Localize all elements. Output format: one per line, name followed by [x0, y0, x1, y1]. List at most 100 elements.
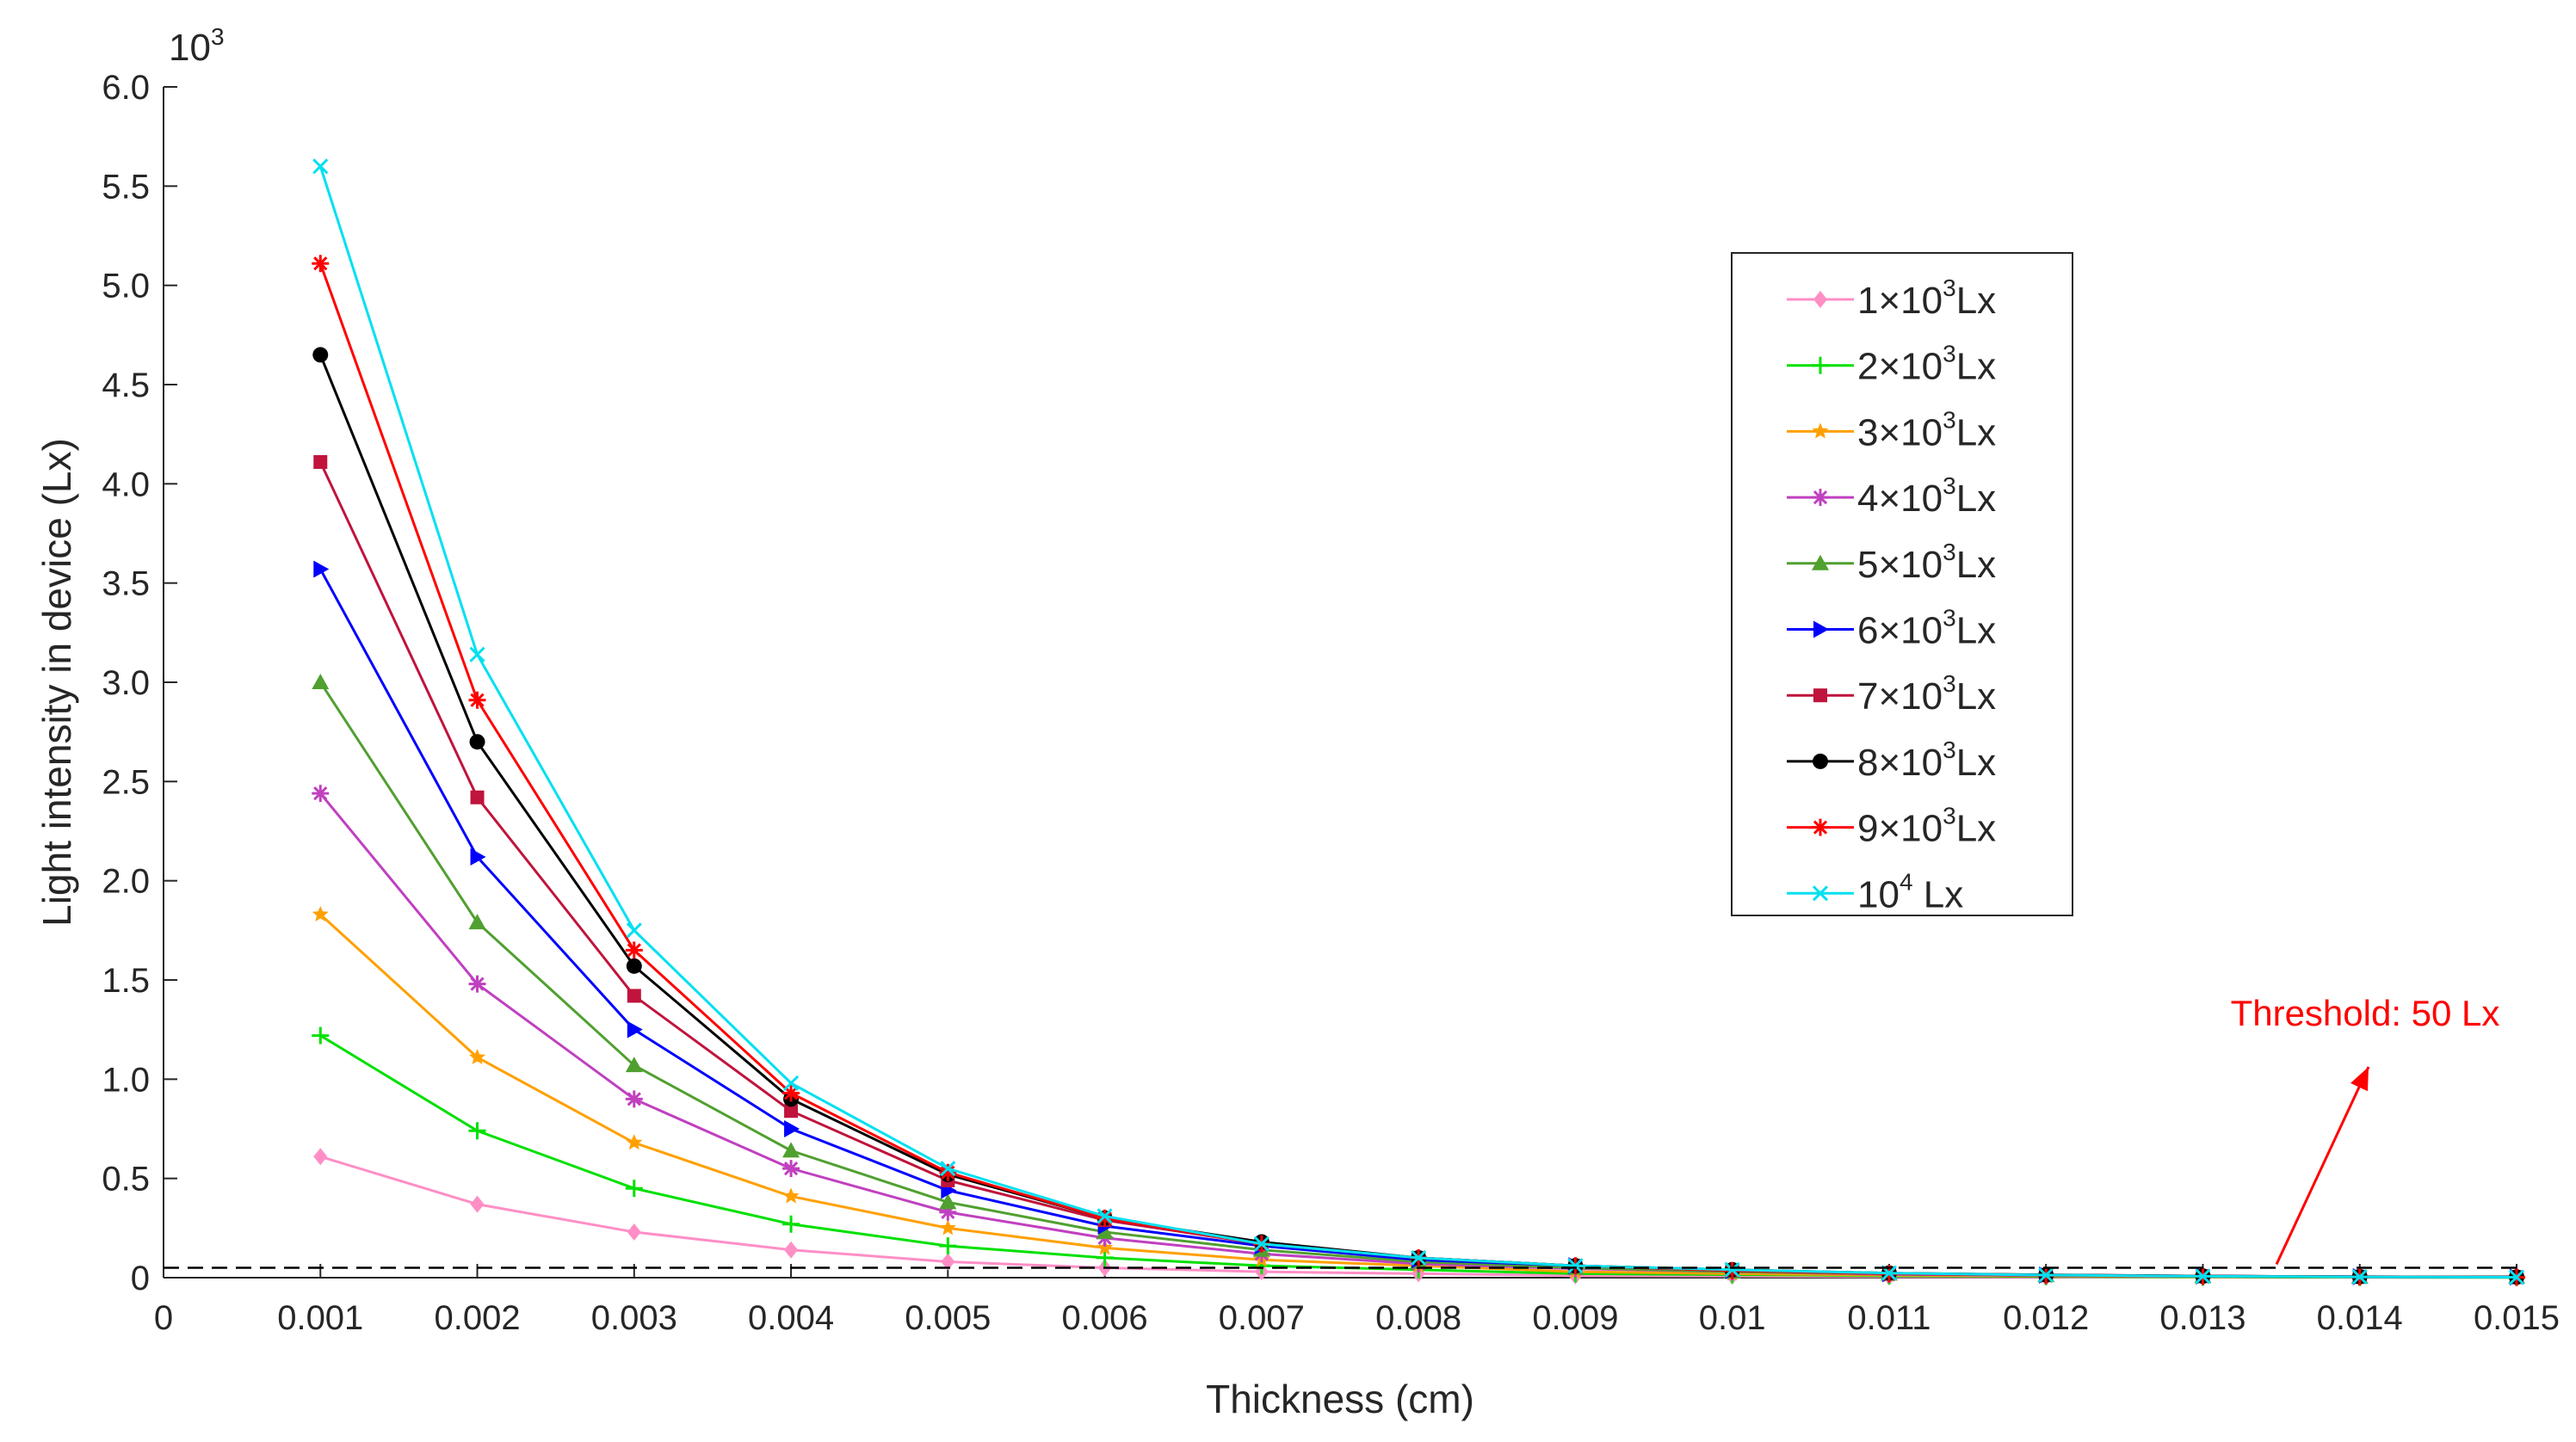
data-point — [784, 1120, 800, 1137]
series-line — [319, 1034, 2517, 1279]
data-point — [1724, 1261, 1740, 1278]
data-point — [2038, 1266, 2054, 1284]
y-tick-label: 2.5 — [102, 763, 150, 801]
legend-box — [1731, 252, 2073, 916]
legend-item: 7×103Lx — [1787, 670, 1996, 718]
x-tick-label: 0.01 — [1699, 1299, 1766, 1337]
series-layer — [312, 158, 2525, 1286]
y-tick-label: 4.0 — [102, 465, 150, 503]
data-point — [1096, 1208, 1113, 1224]
series-3 — [312, 905, 2525, 1285]
data-point — [939, 1219, 956, 1236]
legend-marker — [1813, 688, 1827, 703]
data-point — [1411, 1249, 1427, 1266]
data-point — [626, 922, 642, 939]
y-tick-label: 5.0 — [102, 268, 150, 305]
x-tick-label: 0.009 — [1532, 1299, 1618, 1337]
x-tick-label: 0.005 — [905, 1299, 991, 1337]
data-point — [782, 1215, 800, 1233]
y-exponent-power: 3 — [211, 23, 225, 50]
data-point — [1253, 1236, 1269, 1252]
data-point — [470, 1195, 485, 1213]
data-point — [627, 1020, 643, 1038]
y-exponent-base: 10 — [169, 27, 211, 69]
data-point — [625, 1180, 643, 1198]
data-point — [2508, 1269, 2525, 1285]
data-point — [784, 1241, 799, 1259]
legend: 1×103Lx 2×103Lx 3×103Lx 4×103Lx 5×103Lx 6×103… — [1731, 252, 2073, 916]
data-point — [626, 958, 642, 974]
series-line — [318, 461, 2517, 1279]
data-point — [468, 914, 486, 930]
data-point — [627, 1223, 641, 1241]
data-point — [625, 941, 643, 959]
legend-item: 1×103Lx — [1787, 274, 1996, 322]
legend-item: 6×103Lx — [1787, 605, 1996, 652]
data-point — [784, 1104, 799, 1118]
annotation-arrow-head — [2351, 1067, 2369, 1092]
legend-marker — [1812, 422, 1829, 439]
data-point — [939, 1237, 957, 1255]
data-point — [2351, 1269, 2368, 1285]
y-tick-label: 1.0 — [102, 1061, 150, 1099]
data-point — [783, 1075, 800, 1092]
legend-marker — [1812, 489, 1829, 507]
legend-item: 8×103Lx — [1787, 736, 1996, 784]
legend-label: 8×103Lx — [1857, 736, 1996, 784]
y-tick-label: 4.5 — [102, 367, 150, 404]
x-tick-label: 0.002 — [434, 1299, 520, 1337]
y-tick-label: 2.0 — [102, 863, 150, 901]
series-line — [318, 568, 2517, 1279]
data-point — [313, 454, 328, 469]
data-point — [2195, 1268, 2211, 1285]
y-axis-title: Light intensity in device (Lx) — [34, 438, 79, 927]
data-point — [1096, 1223, 1114, 1239]
series-7 — [313, 454, 2523, 1285]
series-10 — [312, 158, 2525, 1285]
data-point — [625, 1090, 643, 1108]
x-tick-label: 0.015 — [2474, 1299, 2560, 1337]
data-point — [625, 1057, 643, 1073]
y-tick-label: 3.5 — [102, 565, 150, 603]
legend-label: 2×103Lx — [1857, 341, 1996, 388]
data-point — [1096, 1239, 1114, 1255]
legend-label: 104 Lx — [1857, 868, 1963, 915]
legend-label: 3×103Lx — [1857, 406, 1996, 453]
data-point — [939, 1193, 957, 1210]
annotation-arrow-line — [2275, 1066, 2370, 1266]
series-line — [318, 262, 2517, 1279]
x-tick-label: 0.014 — [2317, 1299, 2403, 1337]
data-point — [782, 1187, 800, 1204]
x-tick-label: 0.004 — [748, 1299, 834, 1337]
x-tick-label: 0.013 — [2159, 1299, 2246, 1337]
y-axis-exponent: 103 — [169, 23, 225, 69]
legend-item: 9×103Lx — [1787, 803, 1996, 850]
x-tick-label: 0.003 — [591, 1299, 677, 1337]
legend-label: 6×103Lx — [1857, 605, 1996, 652]
data-point — [312, 158, 329, 175]
data-point — [468, 1122, 486, 1140]
legend-item: 104 Lx — [1787, 868, 1963, 915]
series-5 — [312, 674, 2525, 1285]
legend-label: 7×103Lx — [1857, 670, 1996, 718]
y-tick-label: 0 — [131, 1260, 150, 1297]
series-line — [319, 792, 2517, 1279]
legend-marker — [1813, 753, 1828, 769]
y-tick-label: 6.0 — [102, 69, 150, 107]
series-9 — [312, 255, 2525, 1286]
threshold-label: Threshold: 50 Lx — [2231, 993, 2500, 1033]
data-point — [469, 734, 485, 750]
x-tick-label: 0.012 — [2003, 1299, 2089, 1337]
legend-label: 4×103Lx — [1857, 472, 1996, 520]
legend-item: 3×103Lx — [1787, 406, 1996, 453]
legend-marker — [1813, 291, 1827, 308]
series-8 — [312, 347, 2524, 1285]
axes: 0 0.001 0.002 0.003 0.004 0.005 0.006 0.007 0.00… — [102, 69, 2560, 1337]
y-tick-label: 0.5 — [102, 1161, 150, 1199]
x-tick-label: 0.001 — [277, 1299, 363, 1337]
legend-label: 1×103Lx — [1857, 274, 1996, 322]
legend-marker — [1813, 620, 1829, 638]
data-point — [626, 1134, 643, 1150]
x-axis-title: Thickness (cm) — [1206, 1377, 1474, 1421]
